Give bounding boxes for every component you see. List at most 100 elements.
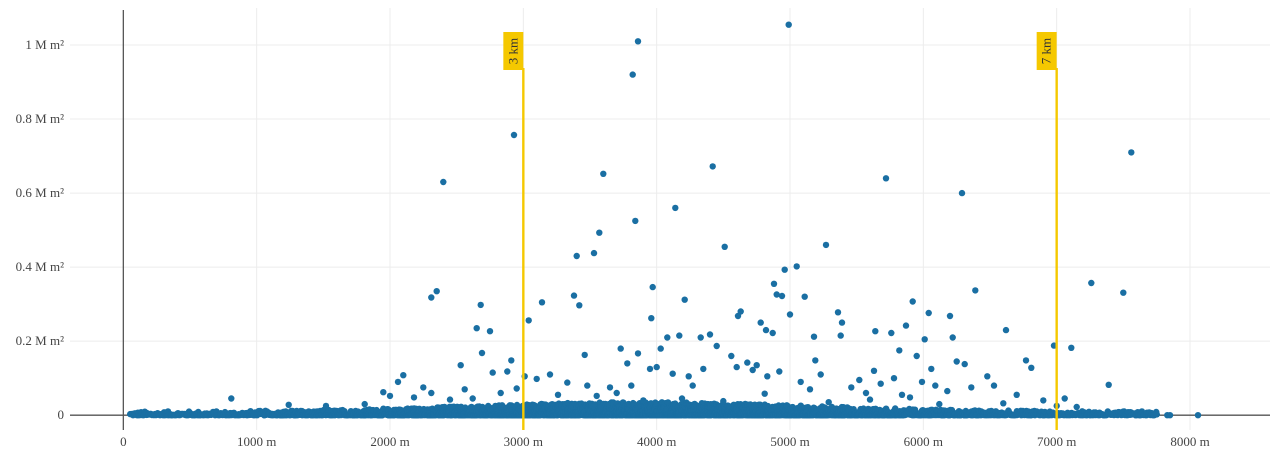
data-point xyxy=(473,325,480,332)
data-point xyxy=(862,389,870,397)
data-point xyxy=(720,397,727,405)
data-point xyxy=(972,287,979,294)
data-point xyxy=(628,382,635,389)
x-tick-label: 1000 m xyxy=(237,434,276,449)
data-point xyxy=(838,319,846,326)
data-point xyxy=(949,334,956,341)
data-point xyxy=(1128,149,1135,156)
data-point xyxy=(1073,403,1080,411)
data-point xyxy=(440,178,447,186)
data-point xyxy=(961,360,968,368)
data-point xyxy=(817,371,824,378)
data-point xyxy=(706,331,714,338)
data-point xyxy=(646,365,654,373)
data-point xyxy=(1040,397,1047,404)
data-point xyxy=(640,397,647,404)
data-point xyxy=(685,373,692,380)
data-point xyxy=(478,349,486,357)
data-point xyxy=(877,380,884,387)
data-point xyxy=(882,175,890,182)
data-point xyxy=(728,352,735,360)
data-point xyxy=(533,375,540,383)
data-point xyxy=(486,328,494,335)
data-point xyxy=(689,382,696,389)
data-point xyxy=(1000,400,1007,407)
data-point xyxy=(510,131,518,139)
data-point xyxy=(678,395,686,402)
data-point xyxy=(1120,289,1127,296)
data-point xyxy=(898,391,906,398)
data-point xyxy=(936,400,943,408)
data-point xyxy=(928,365,935,373)
reference-label-box xyxy=(503,32,524,70)
x-tick-label: 7000 m xyxy=(1037,434,1076,449)
reference-label-box xyxy=(1036,32,1057,70)
data-point xyxy=(469,395,476,402)
data-point xyxy=(757,319,764,326)
data-point xyxy=(834,309,842,316)
data-point xyxy=(749,366,756,374)
y-tick-label: 0.4 M m² xyxy=(16,259,64,274)
data-point xyxy=(769,329,776,337)
reference-lines: 3 km 7 km xyxy=(503,32,1058,430)
data-point xyxy=(497,389,504,397)
data-point xyxy=(672,204,679,212)
data-point xyxy=(762,326,770,334)
data-point xyxy=(822,241,830,249)
data-point xyxy=(624,360,631,367)
data-point xyxy=(793,263,800,270)
data-point xyxy=(446,396,454,403)
data-point xyxy=(913,352,920,360)
data-point xyxy=(504,368,511,375)
data-point xyxy=(946,312,954,320)
data-point xyxy=(810,333,818,340)
data-point xyxy=(918,378,926,386)
data-point xyxy=(753,362,760,369)
data-point xyxy=(1153,411,1161,418)
data-point xyxy=(386,392,394,400)
data-point xyxy=(1002,326,1010,334)
data-point xyxy=(812,357,819,364)
data-point xyxy=(801,293,808,300)
data-point xyxy=(890,375,898,382)
y-tick-label: 1 M m² xyxy=(25,37,64,52)
data-point xyxy=(848,384,855,391)
data-point xyxy=(410,394,418,401)
data-point xyxy=(1061,395,1068,402)
data-point xyxy=(632,217,639,225)
y-tick-label: 0.6 M m² xyxy=(16,185,64,200)
y-tick-labels: 0 0.2 M m² 0.4 M m² 0.6 M m² 0.8 M m² 1 M m² xyxy=(16,37,64,422)
data-point xyxy=(590,249,598,257)
data-point xyxy=(664,334,671,341)
data-point xyxy=(657,345,664,352)
data-point xyxy=(676,332,683,339)
data-point xyxy=(700,365,707,373)
data-point xyxy=(629,71,636,78)
data-point xyxy=(925,309,932,317)
data-point xyxy=(554,391,562,398)
data-point xyxy=(1166,412,1174,419)
data-point xyxy=(1194,412,1202,419)
data-point xyxy=(733,363,740,371)
data-point xyxy=(737,308,744,315)
x-tick-label: 3000 m xyxy=(504,434,543,449)
x-tick-label: 4000 m xyxy=(637,434,676,449)
data-point xyxy=(825,399,832,406)
data-point xyxy=(648,315,655,322)
data-point xyxy=(866,396,874,403)
data-point xyxy=(837,332,844,339)
data-point xyxy=(576,302,583,309)
x-tick-label: 0 xyxy=(120,434,127,449)
data-point xyxy=(944,387,951,395)
data-point xyxy=(902,322,910,329)
y-tick-label: 0.2 M m² xyxy=(16,333,64,348)
data-point xyxy=(613,389,620,397)
data-point xyxy=(713,342,720,350)
data-point xyxy=(909,298,916,305)
data-point xyxy=(477,301,484,309)
x-tick-label: 2000 m xyxy=(370,434,409,449)
data-point xyxy=(361,400,368,408)
data-point xyxy=(634,350,642,357)
data-point xyxy=(1013,391,1020,398)
